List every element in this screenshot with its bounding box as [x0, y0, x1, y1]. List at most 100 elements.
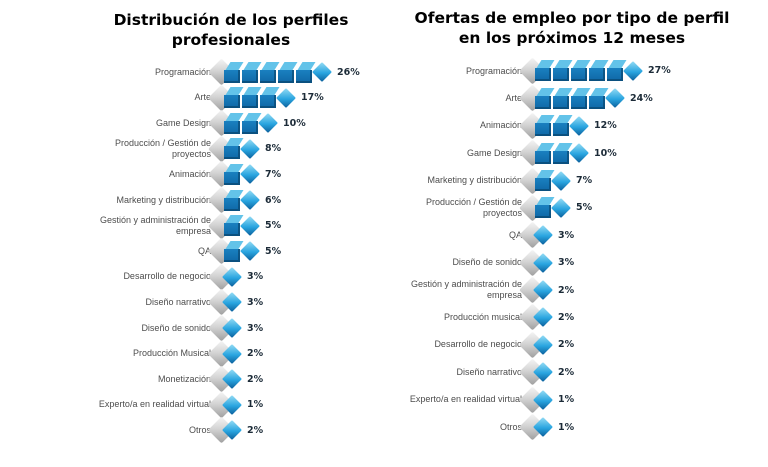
cube-front-face — [571, 68, 587, 82]
bar: 2% — [519, 276, 575, 304]
chart-row: Gestión y administración de empresa 2% — [392, 276, 752, 304]
category-label: Monetización — [157, 373, 211, 384]
category-label: QA — [197, 245, 211, 256]
chart-title-line: Distribución de los perfiles — [113, 11, 349, 29]
chart-row: Programación 27% — [392, 57, 752, 85]
category-label: Programación — [154, 66, 211, 77]
cube-top-face — [261, 87, 280, 96]
cube-front-face — [224, 69, 240, 83]
chart-title: Distribución de los perfiles profesional… — [96, 10, 366, 50]
value-label: 3% — [247, 271, 264, 283]
bar-segment-cube — [535, 115, 555, 137]
cube-front-face — [535, 68, 551, 82]
category-label: Producción Musical — [132, 348, 211, 359]
bar-segment-cube — [535, 197, 555, 219]
value-label: 3% — [247, 322, 264, 334]
bar: 5% — [519, 194, 593, 222]
bar: 2% — [208, 416, 263, 444]
category-label: Animación — [168, 169, 211, 180]
bar: 12% — [519, 112, 617, 140]
cube-top-face — [225, 112, 244, 121]
bar-segment-cube — [553, 87, 573, 109]
cube-top-face — [554, 87, 573, 96]
chart-row: Otros 1% — [392, 413, 752, 441]
bar-segment-cube — [224, 138, 244, 160]
bar-segment-cube — [571, 60, 591, 82]
bar-tip-diamond — [551, 170, 571, 191]
bar: 2% — [519, 304, 575, 331]
chart-row: Game Design 10% — [96, 109, 366, 137]
cube-top-face — [225, 138, 244, 147]
category-label: Experto/a en realidad virtual — [98, 399, 211, 410]
cube-front-face — [535, 205, 551, 219]
category-label: Diseño narrativo — [145, 297, 211, 308]
cube-front-face — [535, 123, 551, 137]
category-label: Diseño de sonido — [452, 257, 522, 268]
bar-segment-cube — [607, 60, 627, 82]
category-label: Game Design — [155, 117, 211, 128]
category-label: Gestión y administración de empresa — [410, 279, 522, 301]
bar-segment-cube — [224, 163, 244, 185]
cube-front-face — [607, 68, 623, 82]
chart-row: Diseño narrativo 2% — [392, 358, 752, 386]
category-label: Gestión y administración de empresa — [99, 214, 211, 236]
cube-front-face — [242, 120, 258, 134]
chart-row: Producción musical 2% — [392, 304, 752, 331]
chart-title-line: profesionales — [171, 31, 291, 50]
chart-distribucion-perfiles: Distribución de los perfiles profesional… — [96, 0, 366, 467]
chart-title-line: en los próximos 12 meses — [458, 29, 686, 48]
cube-top-face — [536, 197, 555, 206]
bar: 2% — [519, 358, 574, 386]
chart-row: QA 5% — [96, 237, 366, 265]
bar: 27% — [519, 57, 671, 85]
chart-row: QA 3% — [392, 221, 752, 249]
value-label: 2% — [247, 348, 264, 360]
chart-row: Arte 17% — [96, 84, 366, 112]
category-label: Game Design — [466, 147, 522, 158]
bar: 3% — [208, 263, 264, 291]
value-label: 2% — [558, 284, 575, 296]
chart-ofertas-empleo: Ofertas de empleo por tipo de perfil en … — [392, 0, 752, 467]
cube-front-face — [224, 197, 240, 211]
bar: 1% — [208, 391, 263, 419]
bar: 7% — [208, 161, 281, 188]
value-label: 26% — [337, 66, 360, 78]
value-label: 2% — [558, 311, 575, 323]
bar: 5% — [208, 237, 281, 265]
value-label: 5% — [576, 202, 593, 214]
category-label: Producción / Gestión de proyectos — [114, 138, 211, 159]
bar: 3% — [519, 249, 575, 277]
bar: 3% — [208, 288, 263, 316]
cube-front-face — [224, 223, 240, 237]
category-label: Otros — [188, 424, 211, 435]
bar-tip-diamond — [569, 143, 589, 164]
bar-segment-cube — [224, 87, 244, 109]
category-label: Marketing y distribución — [427, 175, 522, 186]
cube-front-face — [571, 95, 587, 109]
chart-row: Experto/a en realidad virtual 1% — [392, 386, 752, 414]
cube-front-face — [535, 178, 551, 192]
bar: 10% — [519, 139, 617, 167]
cube-front-face — [589, 95, 605, 109]
cube-front-face — [535, 95, 551, 109]
bar-segment-cube — [242, 112, 262, 134]
cube-top-face — [572, 60, 591, 69]
category-label: Marketing y distribución — [116, 194, 211, 205]
chart-row: Monetización 2% — [96, 365, 366, 393]
cube-front-face — [224, 120, 240, 134]
cube-top-face — [608, 60, 627, 69]
category-label: QA — [508, 229, 522, 240]
bar: 7% — [519, 167, 592, 194]
value-label: 10% — [594, 147, 617, 159]
value-label: 10% — [283, 117, 306, 129]
bar-segment-cube — [260, 61, 280, 83]
bar-tip-diamond — [240, 215, 260, 236]
cube-top-face — [225, 189, 244, 198]
bar: 2% — [208, 365, 263, 393]
value-label: 3% — [558, 257, 575, 269]
chart-rows: Programación 26% Arte 17% Game Design 10% Prod… — [96, 58, 366, 444]
category-label: Animación — [479, 120, 522, 131]
bar-segment-cube — [553, 115, 573, 137]
bar: 2% — [519, 331, 574, 359]
